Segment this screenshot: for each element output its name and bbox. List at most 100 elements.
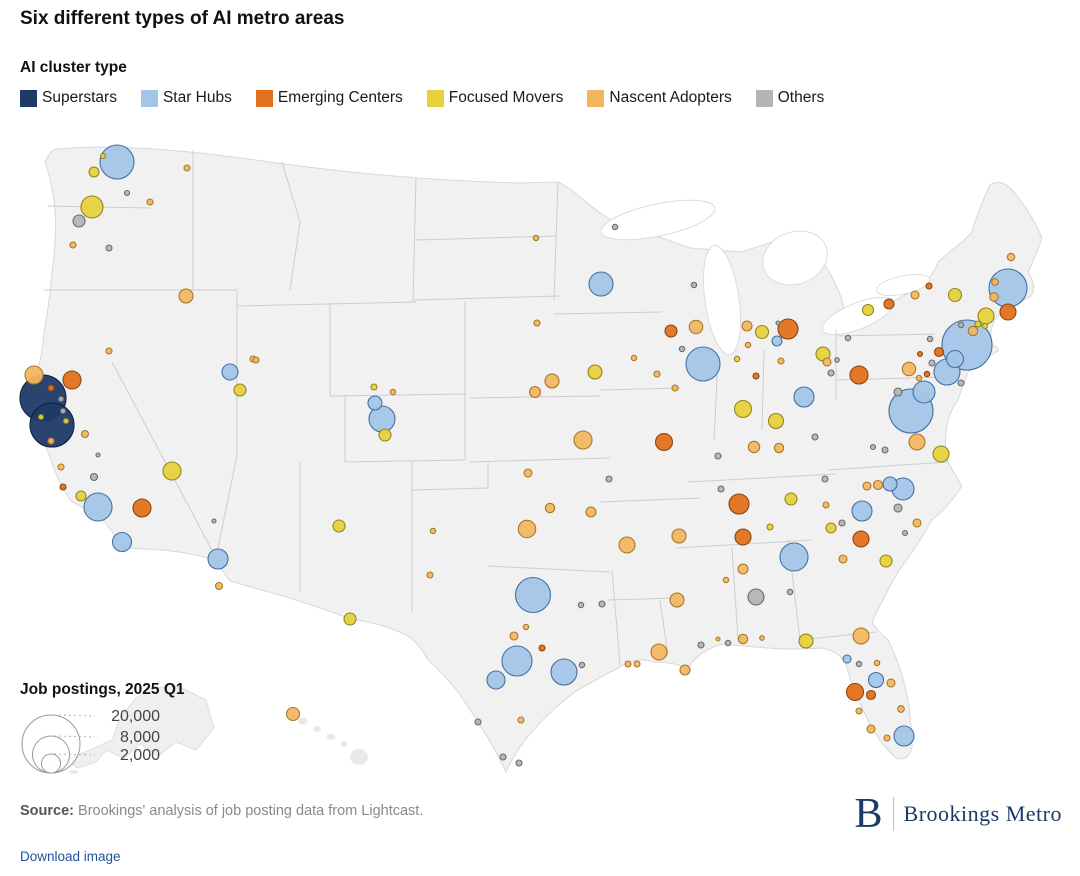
- metro-bubble[interactable]: [679, 664, 691, 676]
- metro-bubble[interactable]: [664, 324, 678, 338]
- metro-bubble[interactable]: [852, 627, 870, 645]
- metro-bubble[interactable]: [777, 318, 799, 340]
- metro-bubble[interactable]: [378, 428, 392, 442]
- metro-bubble[interactable]: [821, 475, 829, 483]
- metro-bubble[interactable]: [80, 195, 104, 219]
- metro-bubble[interactable]: [252, 356, 260, 364]
- metro-bubble[interactable]: [933, 346, 945, 358]
- metro-bubble[interactable]: [501, 645, 533, 677]
- metro-bubble[interactable]: [845, 682, 865, 702]
- metro-bubble[interactable]: [881, 446, 889, 454]
- metro-bubble[interactable]: [844, 334, 852, 342]
- metro-bubble[interactable]: [367, 395, 383, 411]
- metro-bubble[interactable]: [389, 388, 397, 396]
- metro-bubble[interactable]: [429, 527, 437, 535]
- metro-bubble[interactable]: [767, 412, 785, 430]
- metro-bubble[interactable]: [598, 600, 606, 608]
- metro-bubble[interactable]: [588, 271, 614, 297]
- metro-bubble[interactable]: [88, 166, 100, 178]
- metro-bubble[interactable]: [343, 612, 357, 626]
- metro-bubble[interactable]: [766, 523, 774, 531]
- metro-bubble[interactable]: [989, 292, 999, 302]
- metro-bubble[interactable]: [893, 503, 903, 513]
- metro-bubble[interactable]: [862, 481, 872, 491]
- metro-bubble[interactable]: [974, 320, 982, 328]
- metro-bubble[interactable]: [550, 658, 578, 686]
- metro-bubble[interactable]: [688, 319, 704, 335]
- metro-bubble[interactable]: [370, 383, 378, 391]
- metro-bubble[interactable]: [544, 373, 560, 389]
- metro-bubble[interactable]: [89, 472, 99, 482]
- metro-bubble[interactable]: [573, 430, 593, 450]
- metro-bubble[interactable]: [650, 643, 668, 661]
- metro-bubble[interactable]: [474, 718, 482, 726]
- metro-bubble[interactable]: [893, 725, 915, 747]
- metro-bubble[interactable]: [883, 298, 895, 310]
- metro-bubble[interactable]: [62, 417, 70, 425]
- metro-bubble[interactable]: [771, 335, 783, 347]
- metro-bubble[interactable]: [912, 518, 922, 528]
- download-image-link[interactable]: Download image: [20, 849, 121, 864]
- legend-item-emerging-centers[interactable]: Emerging Centers: [255, 89, 403, 107]
- metro-bubble[interactable]: [47, 384, 55, 392]
- metro-bubble[interactable]: [83, 492, 113, 522]
- metro-bubble[interactable]: [678, 345, 686, 353]
- metro-bubble[interactable]: [544, 502, 556, 514]
- metro-bubble[interactable]: [932, 445, 950, 463]
- metro-bubble[interactable]: [611, 223, 619, 231]
- legend-item-nascent-adopters[interactable]: Nascent Adopters: [587, 89, 732, 107]
- metro-bubble[interactable]: [925, 282, 933, 290]
- metro-bubble[interactable]: [886, 678, 896, 688]
- metro-bubble[interactable]: [426, 571, 434, 579]
- metro-bubble[interactable]: [923, 370, 931, 378]
- metro-bubble[interactable]: [897, 705, 905, 713]
- metro-bubble[interactable]: [59, 407, 67, 415]
- metro-bubble[interactable]: [95, 452, 101, 458]
- metro-bubble[interactable]: [618, 536, 636, 554]
- metro-bubble[interactable]: [734, 528, 752, 546]
- metro-bubble[interactable]: [737, 563, 749, 575]
- metro-bubble[interactable]: [999, 303, 1017, 321]
- metro-bubble[interactable]: [928, 359, 936, 367]
- metro-bubble[interactable]: [926, 335, 934, 343]
- metro-bubble[interactable]: [57, 463, 65, 471]
- metro-bubble[interactable]: [24, 365, 44, 385]
- metro-bubble[interactable]: [838, 519, 846, 527]
- metro-bubble[interactable]: [822, 357, 832, 367]
- metro-bubble[interactable]: [162, 461, 182, 481]
- metro-bubble[interactable]: [517, 716, 525, 724]
- metro-bubble[interactable]: [528, 385, 542, 399]
- metro-bubble[interactable]: [685, 346, 721, 382]
- metro-bubble[interactable]: [37, 413, 45, 421]
- metro-bubble[interactable]: [47, 437, 55, 445]
- metro-bubble[interactable]: [99, 152, 107, 160]
- metro-bubble[interactable]: [842, 654, 852, 664]
- metro-bubble[interactable]: [59, 483, 67, 491]
- metro-bubble[interactable]: [499, 753, 507, 761]
- metro-bubble[interactable]: [825, 522, 837, 534]
- metro-bubble[interactable]: [578, 661, 586, 669]
- metro-bubble[interactable]: [728, 493, 750, 515]
- metro-bubble[interactable]: [866, 724, 876, 734]
- metro-bubble[interactable]: [517, 519, 537, 539]
- metro-bubble[interactable]: [851, 500, 873, 522]
- metro-bubble[interactable]: [669, 592, 685, 608]
- metro-bubble[interactable]: [873, 659, 881, 667]
- metro-bubble[interactable]: [105, 347, 113, 355]
- metro-bubble[interactable]: [654, 432, 674, 452]
- metro-bubble[interactable]: [332, 519, 346, 533]
- metro-bubble[interactable]: [514, 576, 552, 614]
- metro-bubble[interactable]: [733, 355, 741, 363]
- metro-bubble[interactable]: [838, 554, 848, 564]
- metro-bubble[interactable]: [733, 399, 753, 419]
- metro-bubble[interactable]: [522, 623, 530, 631]
- metro-bubble[interactable]: [105, 244, 113, 252]
- metro-bubble[interactable]: [777, 357, 785, 365]
- metro-bubble[interactable]: [867, 671, 885, 689]
- metro-bubble[interactable]: [908, 433, 926, 451]
- metro-bubble[interactable]: [533, 319, 541, 327]
- metro-bubble[interactable]: [834, 357, 840, 363]
- metro-bubble[interactable]: [111, 531, 133, 553]
- metro-bubble[interactable]: [577, 601, 585, 609]
- metro-bubble[interactable]: [912, 380, 936, 404]
